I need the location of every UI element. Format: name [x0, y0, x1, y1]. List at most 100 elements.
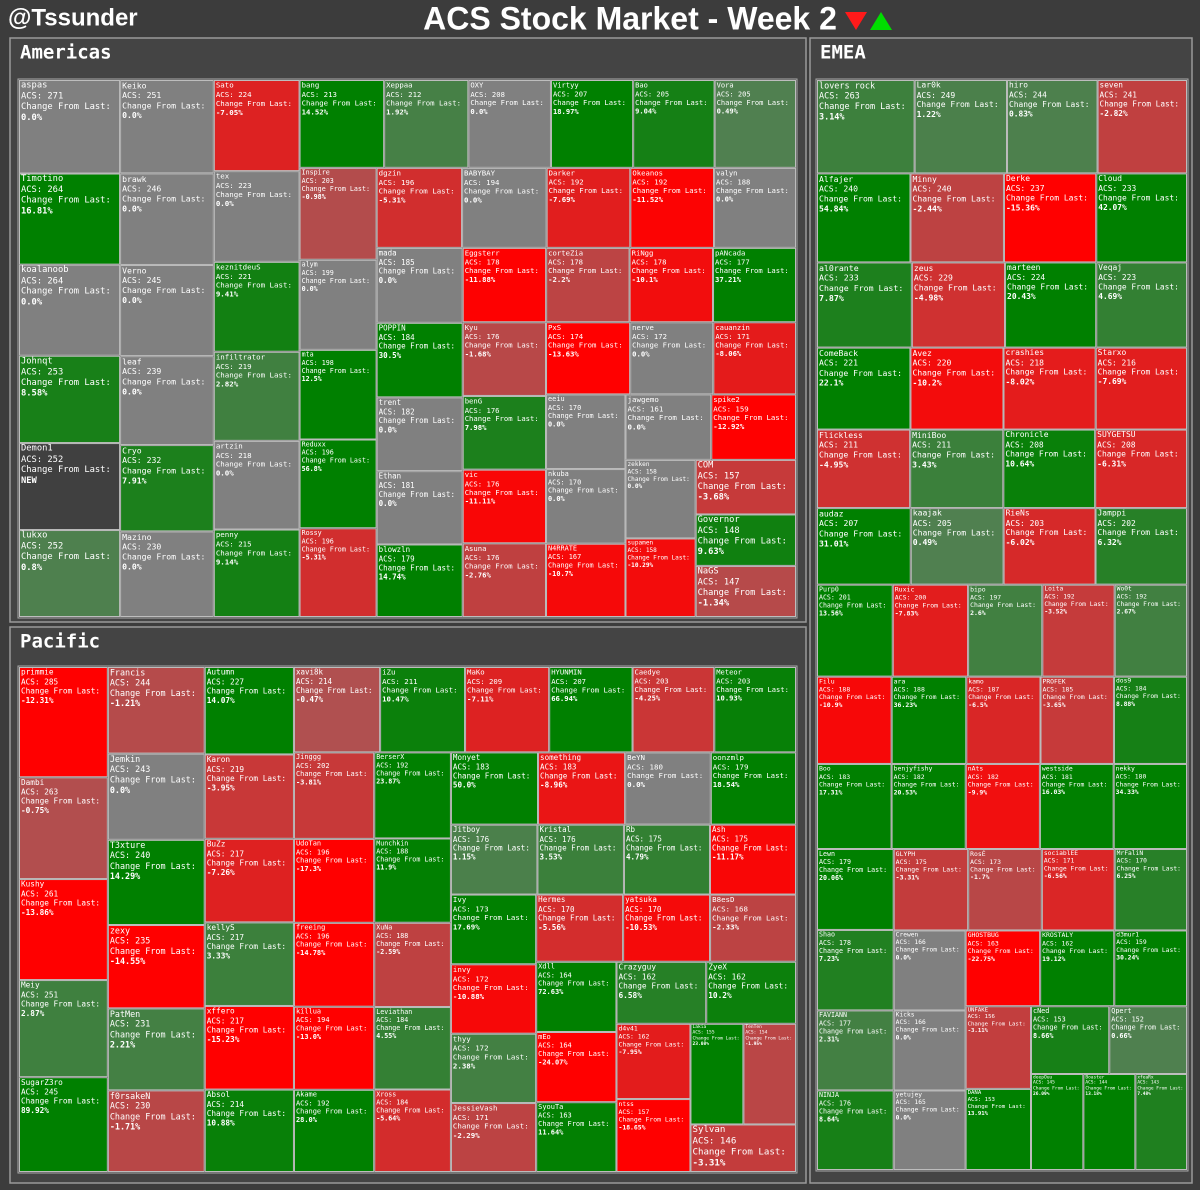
tile-box [376, 471, 463, 545]
handle: @Tssunder [8, 4, 138, 31]
acs-prefix: ACS: [379, 258, 397, 267]
tile-box [625, 752, 711, 825]
change-caption: Change From Last: [122, 465, 205, 475]
change-label: -4.95% [819, 460, 848, 470]
change-label: -3.11% [968, 1028, 989, 1034]
acs-line: ACS: 181 [379, 481, 415, 490]
acs-prefix: ACS: [627, 547, 642, 554]
acs-prefix: ACS: [379, 481, 397, 490]
acs-value: 184 [401, 333, 415, 342]
change-caption: Change From Last: [207, 1109, 286, 1118]
tile-box [714, 80, 797, 168]
acs-line: ACS: 246 [122, 184, 161, 194]
acs-line: ACS: 245 [122, 275, 161, 285]
player-name: Veqaj [1098, 263, 1122, 272]
acs-line: ACS: 179 [713, 762, 749, 771]
acs-prefix: ACS: [627, 762, 645, 771]
change-caption: Change From Last: [968, 947, 1034, 955]
player-name: BerserX [376, 753, 404, 761]
acs-prefix: ACS: [713, 762, 731, 771]
acs-line: ACS: 183 [453, 762, 489, 771]
change-label: 13.56% [819, 610, 843, 618]
acs-value: 240 [937, 184, 952, 194]
acs-value: 237 [1030, 184, 1045, 193]
acs-value: 159 [1135, 939, 1147, 946]
change-label: -3.31% [896, 874, 919, 882]
acs-line: ACS: 165 [896, 1099, 926, 1106]
acs-line: ACS: 184 [376, 1016, 408, 1024]
change-label: 0.0% [216, 199, 234, 208]
tile-box [293, 1006, 375, 1090]
acs-line: ACS: 200 [895, 593, 927, 601]
tile-box [468, 80, 551, 168]
change-label: -7.95% [618, 1048, 641, 1056]
tile-box [817, 763, 892, 850]
player-name: benG [465, 397, 482, 406]
acs-value: 183 [838, 773, 850, 781]
change-label: -1.95% [745, 1041, 762, 1047]
acs-line: ACS: 245 [21, 1087, 59, 1096]
acs-prefix: ACS: [453, 762, 471, 771]
change-label: -17.3% [296, 865, 322, 873]
acs-value: 173 [989, 858, 1001, 866]
acs-value: 264 [47, 185, 63, 195]
change-label: 9.04% [635, 107, 657, 116]
acs-prefix: ACS: [470, 89, 487, 98]
acs-prefix: ACS: [302, 359, 318, 367]
change-label: 7.87% [819, 293, 844, 303]
acs-line: ACS: 175 [712, 834, 748, 843]
tile-box [623, 824, 710, 895]
acs-value: 163 [987, 939, 999, 947]
player-name: Kyu [465, 323, 478, 332]
tile-box [120, 173, 214, 265]
change-label: 14.74% [379, 572, 406, 581]
tile-box [374, 1007, 451, 1090]
change-label: 4.79% [626, 853, 649, 862]
tile-box [376, 397, 463, 472]
acs-prefix: ACS: [1137, 1080, 1148, 1086]
acs-value: 205 [738, 89, 751, 98]
acs-line: ACS: 217 [207, 849, 245, 858]
change-label: 0.83% [1009, 109, 1033, 118]
change-caption: Change From Last: [376, 1107, 444, 1115]
change-label: 10.93% [716, 694, 742, 703]
acs-value: 208 [492, 89, 505, 98]
player-name: ComeBack [819, 348, 858, 358]
acs-line: ACS: 184 [379, 333, 415, 342]
player-name: xfeaRx [1137, 1074, 1153, 1080]
acs-line: ACS: 251 [21, 990, 59, 999]
change-caption: Change From Last: [896, 947, 960, 954]
player-name: Jamppi [1098, 509, 1127, 518]
acs-prefix: ACS: [698, 471, 719, 481]
acs-value: 251 [147, 90, 162, 100]
change-caption: Change From Last: [698, 536, 787, 546]
acs-prefix: ACS: [894, 773, 910, 781]
acs-prefix: ACS: [819, 440, 839, 450]
change-label: -10.53% [625, 923, 657, 932]
acs-line: ACS: 176 [453, 834, 490, 843]
tile-box [968, 849, 1042, 931]
acs-value: 176 [486, 332, 499, 341]
acs-prefix: ACS: [819, 273, 839, 283]
tile-box [299, 167, 377, 260]
change-label: -0.75% [21, 806, 49, 815]
tile-box [709, 824, 796, 895]
change-caption: Change From Last: [548, 266, 622, 275]
acs-value: 203 [322, 177, 334, 185]
acs-prefix: ACS: [895, 593, 911, 601]
acs-line: ACS: 244 [110, 678, 150, 688]
acs-line: ACS: 185 [1043, 685, 1074, 693]
acs-value: 211 [843, 440, 858, 450]
player-name: T3xture [110, 840, 145, 850]
